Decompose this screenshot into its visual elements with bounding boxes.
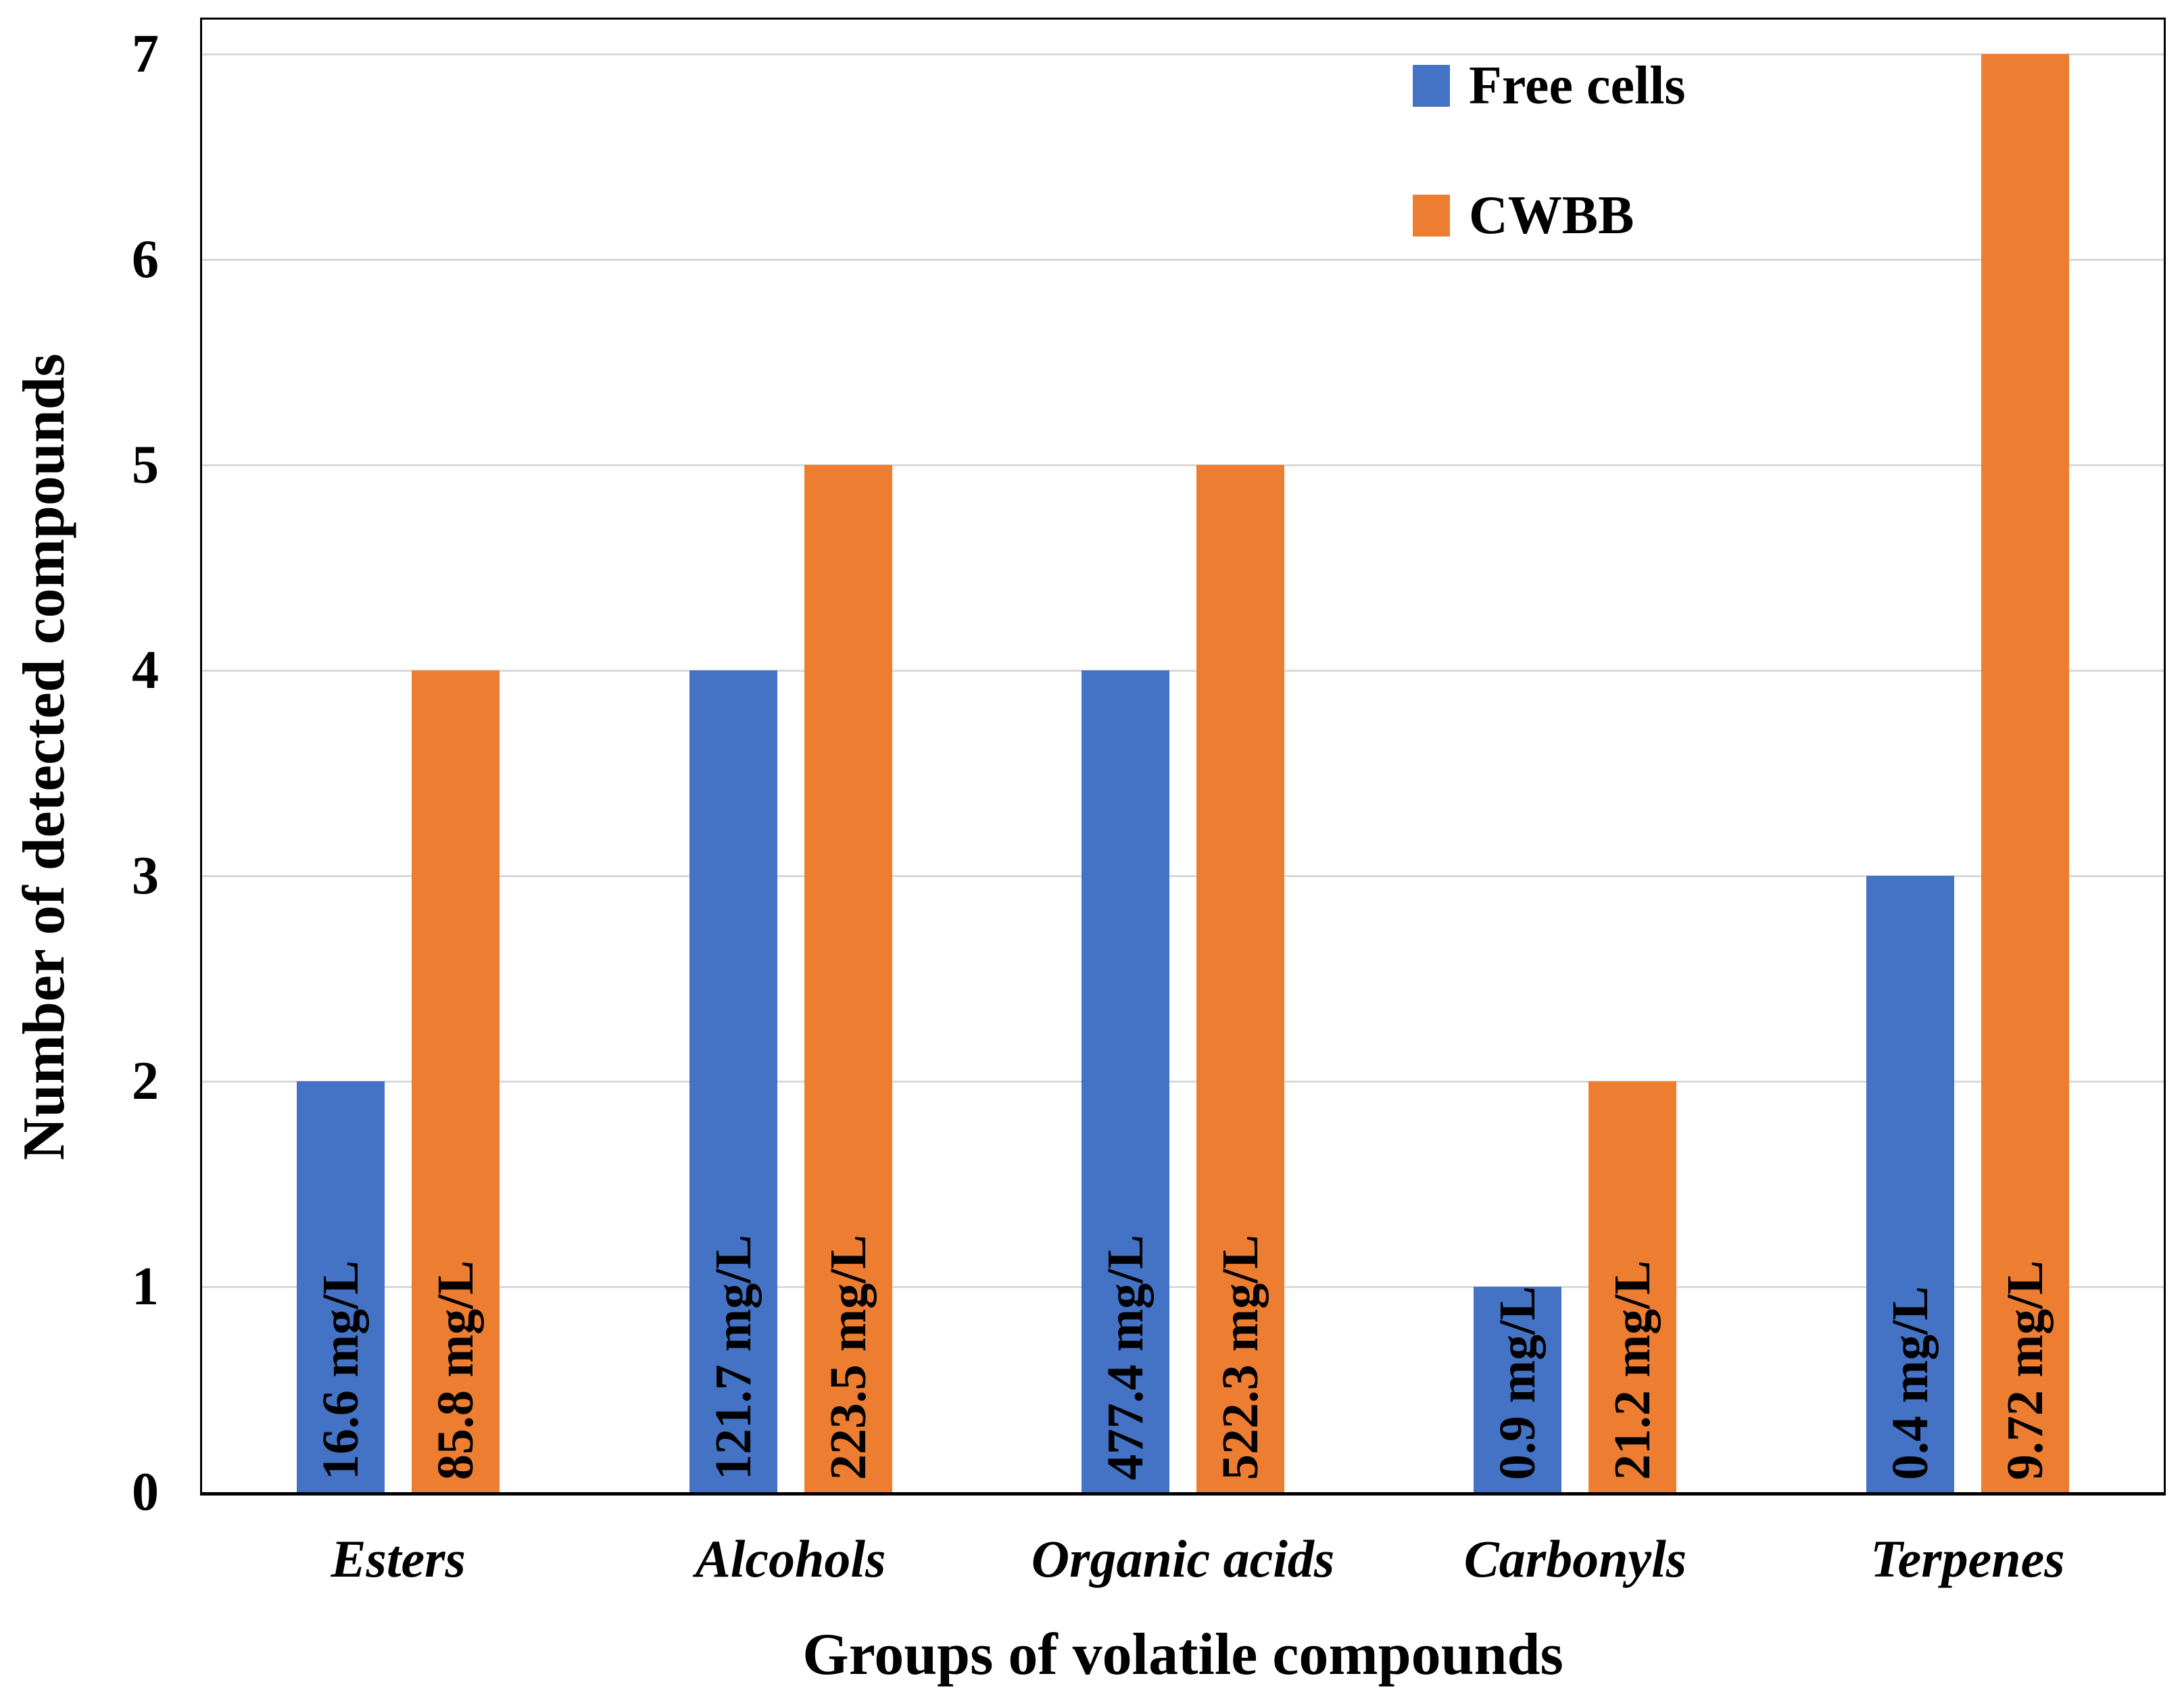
category-group-esters: 16.6 mg/L 85.8 mg/L (202, 20, 594, 1492)
bar-value-label: 522.3 mg/L (1212, 1234, 1269, 1480)
category-label-alcohols: Alcohols (695, 1529, 886, 1588)
bar-value-label: 85.8 mg/L (427, 1260, 485, 1480)
category-label-esters: Esters (331, 1529, 466, 1588)
bar-free-cells-esters: 16.6 mg/L (297, 1081, 385, 1492)
legend-swatch-cwbb (1413, 195, 1450, 237)
gridline (202, 259, 2164, 261)
x-axis-category-labels: Esters Alcohols Organic acids Carbonyls … (202, 1529, 2164, 1589)
bar-cwbb-organic-acids: 522.3 mg/L (1196, 465, 1285, 1492)
bar-cwbb-carbonyls: 21.2 mg/L (1588, 1081, 1677, 1492)
bar-free-cells-terpenes: 0.4 mg/L (1866, 876, 1954, 1492)
bar-free-cells-alcohols: 121.7 mg/L (689, 670, 777, 1492)
x-axis-title: Groups of volatile compounds (802, 1622, 1563, 1687)
bar-groups: 16.6 mg/L 85.8 mg/L 121.7 mg/L 223.5 mg/… (202, 20, 2164, 1492)
bar-value-label: 9.72 mg/L (1996, 1260, 2054, 1480)
gridline (202, 875, 2164, 877)
bar-cwbb-terpenes: 9.72 mg/L (1981, 54, 2069, 1492)
y-tick-2: 2 (132, 1052, 159, 1111)
plot-area: 16.6 mg/L 85.8 mg/L 121.7 mg/L 223.5 mg/… (200, 18, 2166, 1496)
y-tick-0: 0 (132, 1462, 159, 1522)
category-group-organic-acids: 477.4 mg/L 522.3 mg/L (987, 20, 1379, 1492)
category-group-terpenes: 0.4 mg/L 9.72 mg/L (1772, 20, 2164, 1492)
gridline (202, 670, 2164, 672)
bar-cwbb-esters: 85.8 mg/L (412, 670, 500, 1492)
legend-item-cwbb: CWBB (1413, 189, 1686, 243)
y-tick-5: 5 (132, 435, 159, 495)
bar-free-cells-carbonyls: 0.9 mg/L (1474, 1285, 1562, 1492)
y-tick-3: 3 (132, 846, 159, 906)
bar-value-label: 477.4 mg/L (1097, 1234, 1155, 1480)
y-axis-tick-labels: 7 6 5 4 3 2 1 0 (0, 20, 159, 1519)
bar-free-cells-organic-acids: 477.4 mg/L (1082, 670, 1170, 1492)
legend-item-free-cells: Free cells (1413, 59, 1686, 113)
y-tick-7: 7 (132, 24, 159, 84)
legend: Free cells CWBB (1413, 59, 1686, 243)
gridline (202, 53, 2164, 55)
gridline (202, 1286, 2164, 1288)
y-tick-1: 1 (132, 1257, 159, 1316)
legend-label-free-cells: Free cells (1469, 56, 1686, 116)
category-label-terpenes: Terpenes (1870, 1529, 2065, 1588)
bar-value-label: 16.6 mg/L (312, 1260, 370, 1480)
gridline (202, 464, 2164, 466)
legend-label-cwbb: CWBB (1469, 186, 1634, 245)
bar-value-label: 21.2 mg/L (1604, 1260, 1661, 1480)
category-group-carbonyls: 0.9 mg/L 21.2 mg/L (1379, 20, 1771, 1492)
category-label-carbonyls: Carbonyls (1463, 1529, 1687, 1588)
category-label-organic-acids: Organic acids (1031, 1529, 1335, 1588)
bar-cwbb-alcohols: 223.5 mg/L (804, 465, 892, 1492)
category-group-alcohols: 121.7 mg/L 223.5 mg/L (594, 20, 986, 1492)
gridline (202, 1081, 2164, 1083)
bar-value-label: 223.5 mg/L (819, 1234, 877, 1480)
bar-value-label: 0.4 mg/L (1881, 1285, 1939, 1480)
y-tick-4: 4 (132, 641, 159, 700)
y-tick-6: 6 (132, 230, 159, 289)
bar-value-label: 121.7 mg/L (704, 1234, 762, 1480)
bar-value-label: 0.9 mg/L (1489, 1285, 1547, 1480)
legend-swatch-free-cells (1413, 65, 1450, 107)
